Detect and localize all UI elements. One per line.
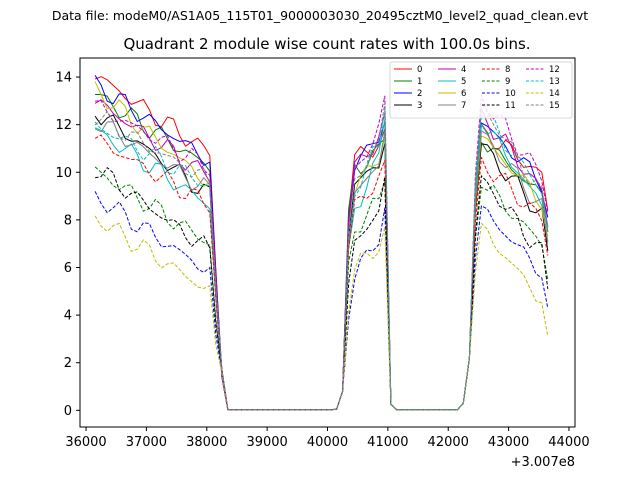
- x-tick-label: 37000: [126, 435, 167, 450]
- series-line-14: [94, 215, 549, 411]
- y-tick-label: 12: [55, 118, 72, 133]
- legend-label-8: 8: [505, 65, 510, 75]
- legend-label-13: 13: [549, 77, 560, 87]
- y-tick-label: 10: [55, 166, 72, 181]
- y-tick-label: 14: [55, 71, 72, 86]
- legend-label-9: 9: [505, 77, 510, 87]
- y-axis: 0 2 4 6 8 10 12 14: [55, 71, 80, 419]
- legend-label-2: 2: [417, 89, 422, 99]
- x-tick-label: 41000: [367, 435, 408, 450]
- y-tick-label: 0: [64, 404, 72, 419]
- y-tick-label: 8: [64, 213, 72, 228]
- x-tick-label: 42000: [428, 435, 469, 450]
- legend-box: [389, 61, 573, 119]
- x-tick-label: 44000: [548, 435, 589, 450]
- legend-label-15: 15: [549, 101, 560, 111]
- x-tick-label: 38000: [186, 435, 227, 450]
- suptitle: Data file: modeM0/AS1A05_115T01_90000030…: [52, 8, 588, 23]
- x-axis: 36000 37000 38000 39000 40000 41000 42000 43000…: [65, 427, 590, 450]
- legend-label-3: 3: [417, 101, 422, 111]
- series-line-15: [94, 102, 549, 411]
- legend-label-7: 7: [461, 101, 466, 111]
- series-line-13: [94, 109, 549, 411]
- y-tick-label: 6: [64, 261, 72, 276]
- y-tick-label: 4: [64, 309, 72, 324]
- chart-title: Quadrant 2 module wise count rates with …: [123, 35, 530, 53]
- legend-label-14: 14: [549, 89, 560, 99]
- series-line-8: [94, 134, 549, 411]
- x-tick-label: 36000: [65, 435, 106, 450]
- y-tick-label: 2: [64, 356, 72, 371]
- x-tick-label: 43000: [488, 435, 529, 450]
- legend-label-1: 1: [417, 77, 422, 87]
- series-line-12: [95, 94, 549, 411]
- legend-label-6: 6: [461, 89, 466, 99]
- x-tick-label: 39000: [246, 435, 287, 450]
- legend-label-10: 10: [505, 89, 516, 99]
- legend-label-11: 11: [505, 101, 516, 111]
- legend-label-5: 5: [461, 77, 466, 87]
- x-tick-label: 40000: [307, 435, 348, 450]
- legend-label-12: 12: [549, 65, 560, 75]
- legend-label-4: 4: [461, 65, 466, 75]
- series-line-10: [94, 191, 549, 411]
- plot-lines: [94, 75, 549, 411]
- legend-label-0: 0: [417, 65, 422, 75]
- x-offset-label: +3.007e8: [511, 455, 575, 470]
